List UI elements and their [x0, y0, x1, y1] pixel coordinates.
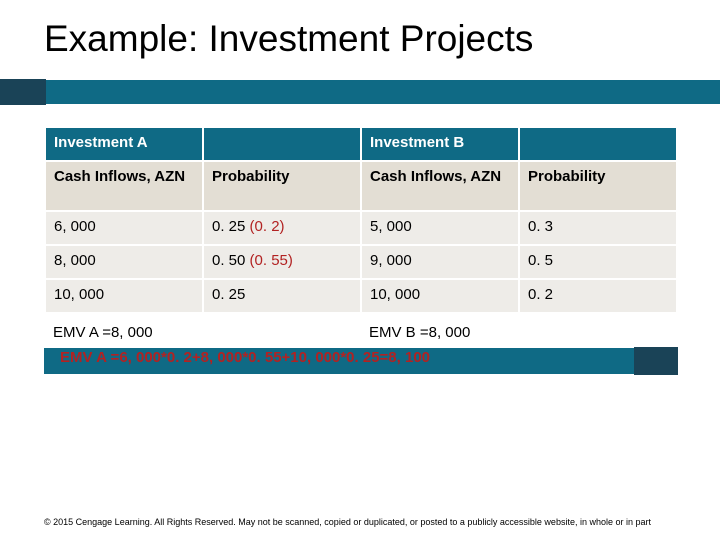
- copyright-text: © 2015 Cengage Learning. All Rights Rese…: [44, 517, 690, 528]
- subheader-prob-b: Probability: [519, 161, 677, 211]
- table-row: 8, 000 0. 50 (0. 55) 9, 000 0. 5: [45, 245, 677, 279]
- cell-cash-a: 8, 000: [45, 245, 203, 279]
- paren-value: (0. 2): [250, 218, 285, 235]
- table-row: 10, 000 0. 25 10, 000 0. 2: [45, 279, 677, 313]
- cell-cash-b: 5, 000: [361, 211, 519, 245]
- formula-accent-box: [634, 347, 678, 375]
- footer-blank-1: [203, 313, 361, 347]
- table-row: 6, 000 0. 25 (0. 2) 5, 000 0. 3: [45, 211, 677, 245]
- formula-text: EMV A =6, 000*0. 2+8, 000*0. 55+10, 000*…: [60, 349, 430, 366]
- emv-a: EMV A =8, 000: [45, 313, 203, 347]
- table-footer-row: EMV A =8, 000 EMV B =8, 000: [45, 313, 677, 347]
- cell-cash-b: 10, 000: [361, 279, 519, 313]
- slide: Example: Investment Projects Investment …: [0, 0, 720, 540]
- cell-prob-a: 0. 25: [203, 279, 361, 313]
- subheader-cash-b: Cash Inflows, AZN: [361, 161, 519, 211]
- subheader-prob-a: Probability: [203, 161, 361, 211]
- paren-value: (0. 55): [250, 252, 293, 269]
- cell-cash-b: 9, 000: [361, 245, 519, 279]
- table-header-row: Investment A Investment B: [45, 127, 677, 161]
- cell-prob-b: 0. 3: [519, 211, 677, 245]
- cell-cash-a: 10, 000: [45, 279, 203, 313]
- subheader-cash-a: Cash Inflows, AZN: [45, 161, 203, 211]
- header-investment-a: Investment A: [45, 127, 203, 161]
- page-title: Example: Investment Projects: [44, 18, 533, 60]
- header-investment-b: Investment B: [361, 127, 519, 161]
- cell-prob-b: 0. 5: [519, 245, 677, 279]
- title-accent-bar: [0, 80, 720, 104]
- header-blank-1: [203, 127, 361, 161]
- cell-prob-a: 0. 50 (0. 55): [203, 245, 361, 279]
- header-blank-2: [519, 127, 677, 161]
- cell-prob-b: 0. 2: [519, 279, 677, 313]
- emv-b: EMV B =8, 000: [361, 313, 519, 347]
- cell-prob-a: 0. 25 (0. 2): [203, 211, 361, 245]
- investment-table: Investment A Investment B Cash Inflows, …: [44, 126, 678, 347]
- table-subheader-row: Cash Inflows, AZN Probability Cash Inflo…: [45, 161, 677, 211]
- title-accent-box: [0, 79, 46, 105]
- cell-cash-a: 6, 000: [45, 211, 203, 245]
- footer-blank-2: [519, 313, 677, 347]
